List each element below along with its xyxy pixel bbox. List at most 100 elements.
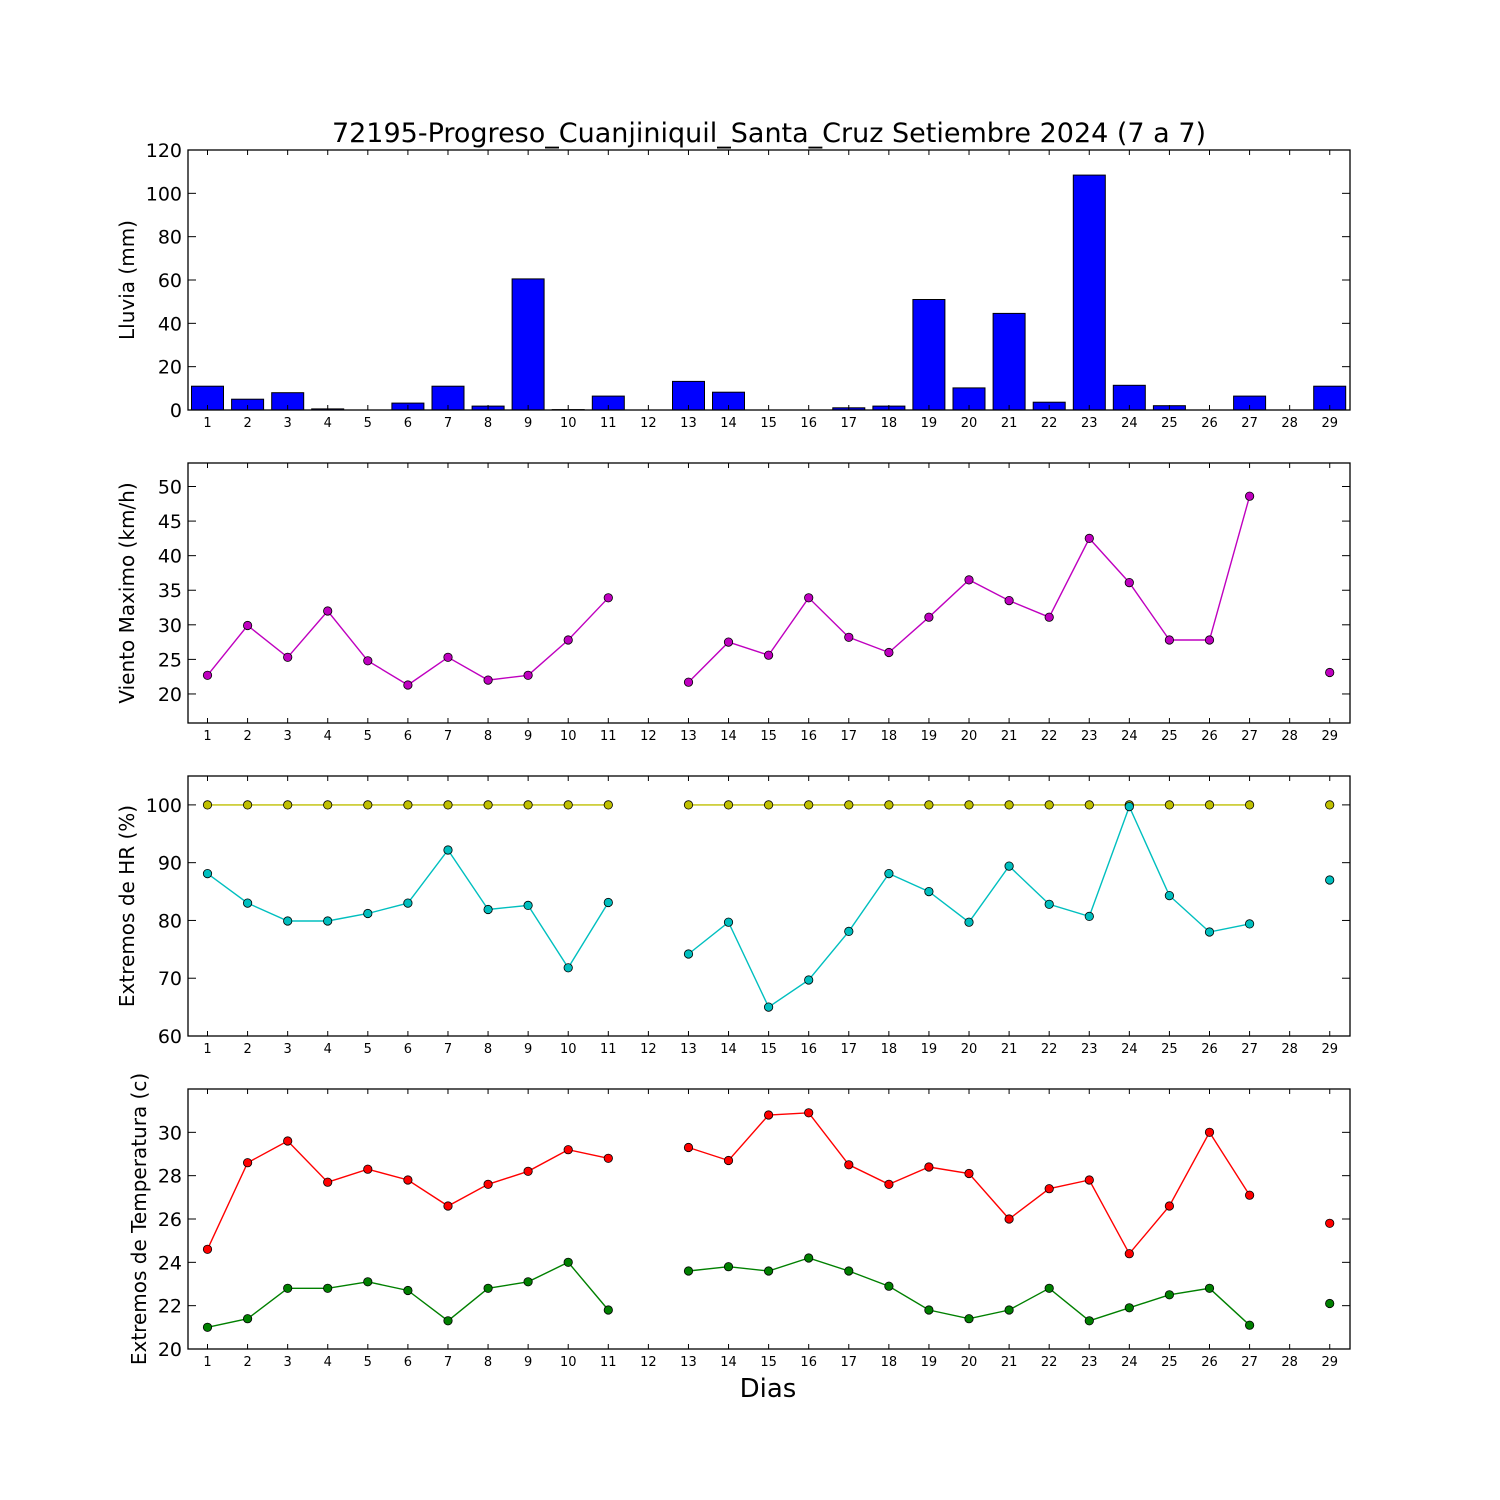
x-tick-label: 3 [284,416,292,431]
y-tick-label: 100 [146,795,182,817]
y-tick-label: 100 [146,183,182,205]
series-2-point-day-2 [243,898,253,908]
x-tick-label: 5 [364,416,372,431]
y-tick-label: 20 [158,1339,182,1361]
y-tick-label: 24 [158,1252,182,1274]
series-1-point-day-7 [443,652,453,662]
series-1-point-day-19 [924,800,934,810]
x-tick-label: 28 [1281,416,1298,431]
series-1-point-day-27 [1245,491,1255,501]
x-tick-label: 17 [841,416,858,431]
series-2-point-day-10 [563,1257,573,1267]
y-tick-label: 0 [170,400,182,422]
series-2-point-day-8 [483,904,493,915]
y-tick-label: 30 [158,615,182,637]
series-2-point-day-27 [1245,919,1255,929]
y-tick-label: 80 [158,227,182,249]
x-tick-label: 25 [1161,729,1178,744]
x-tick-label: 14 [720,1042,737,1057]
x-tick-label: 29 [1321,1355,1338,1370]
x-tick-label: 14 [720,1355,737,1370]
series-1-line-1 [206,1140,609,1250]
series-1-point-day-3 [283,1136,293,1146]
series-2-point-day-16 [804,975,814,985]
series-1-point-day-19 [924,612,934,622]
x-tick-label: 9 [524,1042,532,1057]
x-tick-label: 9 [524,729,532,744]
series-2-point-day-11 [603,1305,613,1315]
chart-panel-3: 1 2 3 4 5 6 7 8 9 10 11 12 13 14 15 16 17 18 19 20 21 22 23 24 2… [115,775,1351,1057]
x-tick-label: 1 [203,416,211,431]
series-1-point-day-26 [1204,1127,1215,1137]
x-tick-label: 21 [1001,1355,1018,1370]
x-tick-label: 4 [324,1355,332,1370]
x-tick-label: 16 [800,1042,817,1057]
series-2-point-day-23 [1084,1316,1094,1326]
x-tick-label: 8 [484,1355,492,1370]
series-1-point-day-18 [884,800,894,810]
x-tick-label: 16 [800,729,817,744]
y-tick-label: 40 [158,313,182,335]
series-1-point-day-4 [323,606,333,616]
x-tick-label: 27 [1241,1355,1258,1370]
x-tick-label: 26 [1201,416,1218,431]
x-tick-label: 20 [961,1355,978,1370]
series-1-point-day-23 [1084,800,1094,810]
x-tick-label: 7 [444,1042,452,1057]
series-1-point-day-10 [563,635,573,645]
x-tick-label: 28 [1281,1355,1298,1370]
series-2-point-day-27 [1245,1320,1255,1330]
x-tick-label: 10 [560,1355,577,1370]
bar-day-21 [992,312,1026,411]
x-tick-label: 6 [404,729,412,744]
series-1-point-day-29 [1325,1218,1335,1228]
series-1-point-day-9 [523,670,533,680]
series-1-line-1 [206,597,609,686]
series-2-point-day-1 [202,1322,213,1332]
series-2-point-day-4 [323,916,333,926]
series-1-point-day-20 [964,800,974,810]
x-tick-label: 19 [921,416,938,431]
series-1-point-day-1 [202,670,213,680]
x-tick-label: 21 [1001,729,1018,744]
series-1-point-day-10 [563,1145,573,1155]
x-axis-label: Dias [740,1374,797,1404]
series-2-point-day-15 [763,1266,774,1276]
panels: 1 2 3 4 5 6 7 8 9 10 11 12 13 14 15 16 17 18 19 20 21 22 23 24 2… [115,140,1351,1370]
x-tick-label: 10 [560,416,577,431]
series-2-point-day-6 [403,1285,413,1296]
y-tick-label: 60 [158,270,182,292]
x-tick-label: 10 [560,1042,577,1057]
x-tick-label: 10 [560,729,577,744]
x-tick-label: 23 [1081,729,1098,744]
x-tick-label: 8 [484,729,492,744]
series-2-point-day-7 [443,1316,453,1326]
x-tick-label: 16 [800,1355,817,1370]
x-tick-label: 29 [1321,1042,1338,1057]
bar-day-19 [912,299,946,411]
series-2-point-day-2 [243,1314,253,1324]
series-1-point-day-16 [804,593,814,603]
y-tick-label: 25 [158,649,182,671]
x-tick-label: 4 [324,729,332,744]
series-2-point-day-19 [924,886,934,897]
series-1-point-day-25 [1164,635,1175,645]
x-tick-label: 23 [1081,1355,1098,1370]
x-tick-label: 7 [444,1355,452,1370]
x-tick-label: 26 [1201,1042,1218,1057]
x-tick-label: 27 [1241,416,1258,431]
x-tick-label: 1 [203,1355,211,1370]
series-1-point-day-14 [723,1155,734,1166]
series-1-point-day-17 [844,800,854,810]
series-1-point-day-29 [1325,800,1335,810]
series-1-point-day-21 [1004,800,1014,810]
x-tick-label: 26 [1201,729,1218,744]
chart-panel-4: 1 2 3 4 5 6 7 8 9 10 11 12 13 14 15 16 17 18 19 20 21 22 23 24 2… [127,1073,1351,1370]
x-tick-label: 6 [404,1355,412,1370]
series-2-point-day-9 [523,900,533,911]
x-tick-label: 17 [841,1042,858,1057]
y-tick-label: 40 [158,546,182,568]
series-1-point-day-20 [964,1168,974,1179]
x-tick-label: 18 [881,1355,898,1370]
x-tick-label: 17 [841,729,858,744]
